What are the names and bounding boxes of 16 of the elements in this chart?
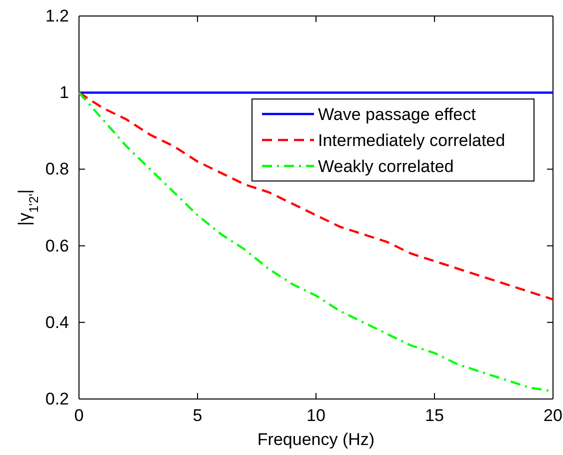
legend-label: Intermediately correlated: [318, 131, 506, 150]
y-tick-label: 1.2: [45, 6, 69, 26]
x-tick-label: 15: [425, 406, 444, 426]
y-tick-label: 0.6: [45, 236, 69, 256]
x-tick-label: 5: [192, 406, 202, 426]
line-series: [78, 92, 554, 301]
x-tick-label: 10: [306, 406, 326, 426]
y-tick-label: 0.8: [45, 160, 69, 179]
y-tick-label: 1: [60, 83, 69, 102]
x-tick-label: 0: [74, 406, 84, 426]
x-tick-label: 20: [544, 406, 562, 426]
y-tick-label: 0.2: [45, 389, 69, 408]
legend-label: Weakly correlated: [318, 157, 454, 176]
x-axis-title: Frequency (Hz): [257, 430, 375, 449]
legend-label: Wave passage effect: [318, 105, 476, 124]
y-tick-label: 0.4: [45, 312, 69, 332]
